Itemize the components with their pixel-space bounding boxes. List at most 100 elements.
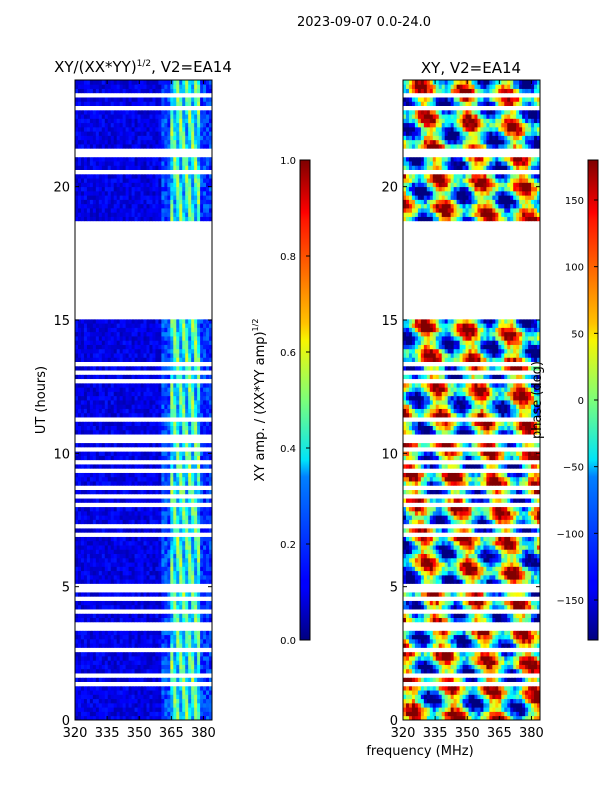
amplitude-cell (182, 259, 186, 264)
amplitude-cell (83, 382, 88, 388)
amplitude-cell (128, 429, 132, 435)
amplitude-cell (179, 502, 183, 508)
amplitude-cell (152, 353, 156, 358)
amplitude-cell (149, 562, 153, 567)
amplitude-cell (167, 515, 171, 520)
amplitude-cell (95, 357, 100, 362)
amplitude-cell (182, 344, 186, 350)
amplitude-cell (80, 293, 85, 298)
amplitude-cell (200, 327, 204, 333)
amplitude-cell (161, 677, 165, 682)
amplitude-cell (107, 489, 112, 495)
amplitude-cell (164, 587, 168, 593)
amplitude-cell (209, 519, 212, 525)
amplitude-cell (200, 609, 204, 614)
amplitude-cell (185, 310, 189, 316)
amplitude-cell (137, 412, 141, 418)
amplitude-cell (149, 630, 153, 636)
amplitude-cell (131, 481, 135, 486)
amplitude-cell (152, 664, 156, 670)
amplitude-cell (179, 327, 183, 333)
amplitude-cell (140, 297, 144, 303)
amplitude-cell (158, 464, 162, 469)
amplitude-cell (92, 289, 97, 294)
amplitude-cell (176, 570, 180, 576)
amplitude-cell (116, 417, 121, 422)
amplitude-cell (125, 459, 130, 465)
amplitude-cell (75, 596, 79, 601)
amplitude-cell (143, 417, 147, 422)
amplitude-cell (75, 540, 79, 546)
amplitude-cell (158, 557, 162, 563)
amplitude-cell (101, 417, 106, 422)
amplitude-cell (110, 395, 115, 401)
amplitude-cell (131, 434, 135, 439)
amplitude-cell (167, 502, 171, 508)
amplitude-cell (122, 583, 127, 589)
amplitude-cell (161, 306, 165, 311)
amplitude-cell (137, 382, 141, 388)
amplitude-cell (203, 545, 207, 550)
amplitude-cell (170, 643, 174, 648)
amplitude-cell (92, 523, 97, 529)
amplitude-cell (107, 297, 112, 303)
amplitude-cell (206, 327, 210, 333)
amplitude-cell (185, 566, 189, 572)
amplitude-cell (179, 267, 183, 273)
amplitude-cell (191, 382, 195, 388)
amplitude-cell (119, 318, 124, 324)
amplitude-cell (122, 660, 127, 665)
amplitude-cell (206, 660, 210, 665)
amplitude-cell (182, 348, 186, 354)
amplitude-cell (179, 391, 183, 397)
amplitude-cell (140, 455, 144, 461)
amplitude-cell (191, 673, 195, 678)
amplitude-cell (152, 690, 156, 695)
amplitude-cell (86, 417, 91, 422)
amplitude-cell (188, 289, 192, 294)
amplitude-cell (98, 468, 103, 473)
amplitude-cell (98, 519, 103, 525)
amplitude-cell (80, 451, 85, 456)
amplitude-cell (188, 451, 192, 456)
amplitude-cell (146, 523, 150, 529)
amplitude-cell (194, 532, 198, 537)
amplitude-cell (188, 523, 192, 529)
amplitude-cell (104, 677, 109, 682)
amplitude-cell (173, 557, 177, 563)
amplitude-cell (92, 468, 97, 473)
amplitude-cell (191, 562, 195, 567)
amplitude-cell (188, 485, 192, 490)
amplitude-cell (158, 361, 162, 367)
amplitude-cell (95, 365, 100, 371)
amplitude-cell (116, 600, 121, 606)
amplitude-cell (116, 489, 121, 495)
amplitude-cell (158, 638, 162, 644)
amplitude-cell (209, 327, 212, 333)
amplitude-cell (146, 344, 150, 350)
amplitude-cell (89, 267, 94, 273)
amplitude-cell (176, 574, 180, 580)
amplitude-cell (116, 323, 121, 328)
amplitude-cell (200, 570, 204, 576)
amplitude-cell (86, 664, 91, 670)
amplitude-cell (194, 391, 198, 397)
amplitude-cell (119, 272, 124, 277)
amplitude-cell (188, 634, 192, 640)
amplitude-cell (131, 301, 135, 307)
amplitude-cell (164, 417, 168, 422)
amplitude-cell (119, 613, 124, 618)
amplitude-cell (110, 656, 115, 661)
amplitude-cell (80, 391, 85, 397)
amplitude-cell (95, 621, 100, 627)
amplitude-cell (86, 344, 91, 350)
amplitude-cell (209, 715, 212, 720)
amplitude-cell (152, 694, 156, 700)
amplitude-cell (128, 656, 132, 661)
amplitude-cell (206, 289, 210, 294)
amplitude-cell (89, 502, 94, 508)
amplitude-cell (149, 429, 153, 435)
amplitude-cell (179, 493, 183, 499)
amplitude-cell (176, 387, 180, 392)
amplitude-cell (197, 387, 201, 392)
